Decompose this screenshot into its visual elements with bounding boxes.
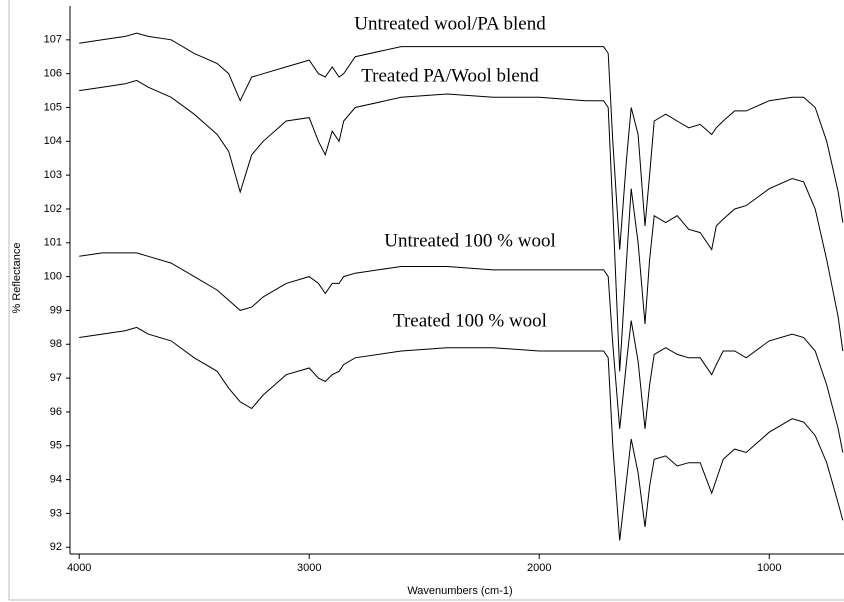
y-tick-label: 105	[44, 101, 62, 113]
y-axis-label: % Reflectance	[11, 243, 23, 314]
y-tick-label: 102	[44, 203, 62, 215]
curve-annotation: Untreated wool/PA blend	[354, 13, 546, 34]
y-tick-label: 95	[50, 440, 62, 452]
spectrum-line	[79, 252, 844, 453]
x-tick-label: 2000	[527, 562, 551, 574]
spectrum-line	[79, 79, 844, 372]
spectrum-line	[79, 326, 844, 541]
y-tick-label: 98	[50, 338, 62, 350]
y-tick-label: 94	[50, 473, 62, 485]
x-tick-label: 1000	[757, 562, 781, 574]
curve-annotation: Treated 100 % wool	[393, 310, 547, 331]
y-tick-label: 96	[50, 406, 62, 418]
y-tick-label: 104	[44, 135, 62, 147]
x-axis-label: Wavenumbers (cm-1)	[407, 585, 512, 597]
curve-annotation: Untreated 100 % wool	[384, 230, 555, 251]
curve-annotation: Treated PA/Wool blend	[361, 65, 539, 86]
y-tick-label: 93	[50, 507, 62, 519]
y-tick-label: 103	[44, 169, 62, 181]
y-tick-label: 100	[44, 271, 62, 283]
y-tick-label: 106	[44, 68, 62, 80]
y-tick-label: 101	[44, 237, 62, 249]
spectrum-line	[79, 32, 844, 250]
x-tick-label: 3000	[297, 562, 321, 574]
y-tick-label: 97	[50, 372, 62, 384]
y-tick-label: 92	[50, 541, 62, 553]
y-tick-label: 107	[44, 34, 62, 46]
y-tick-label: 99	[50, 304, 62, 316]
x-tick-label: 4000	[67, 562, 91, 574]
